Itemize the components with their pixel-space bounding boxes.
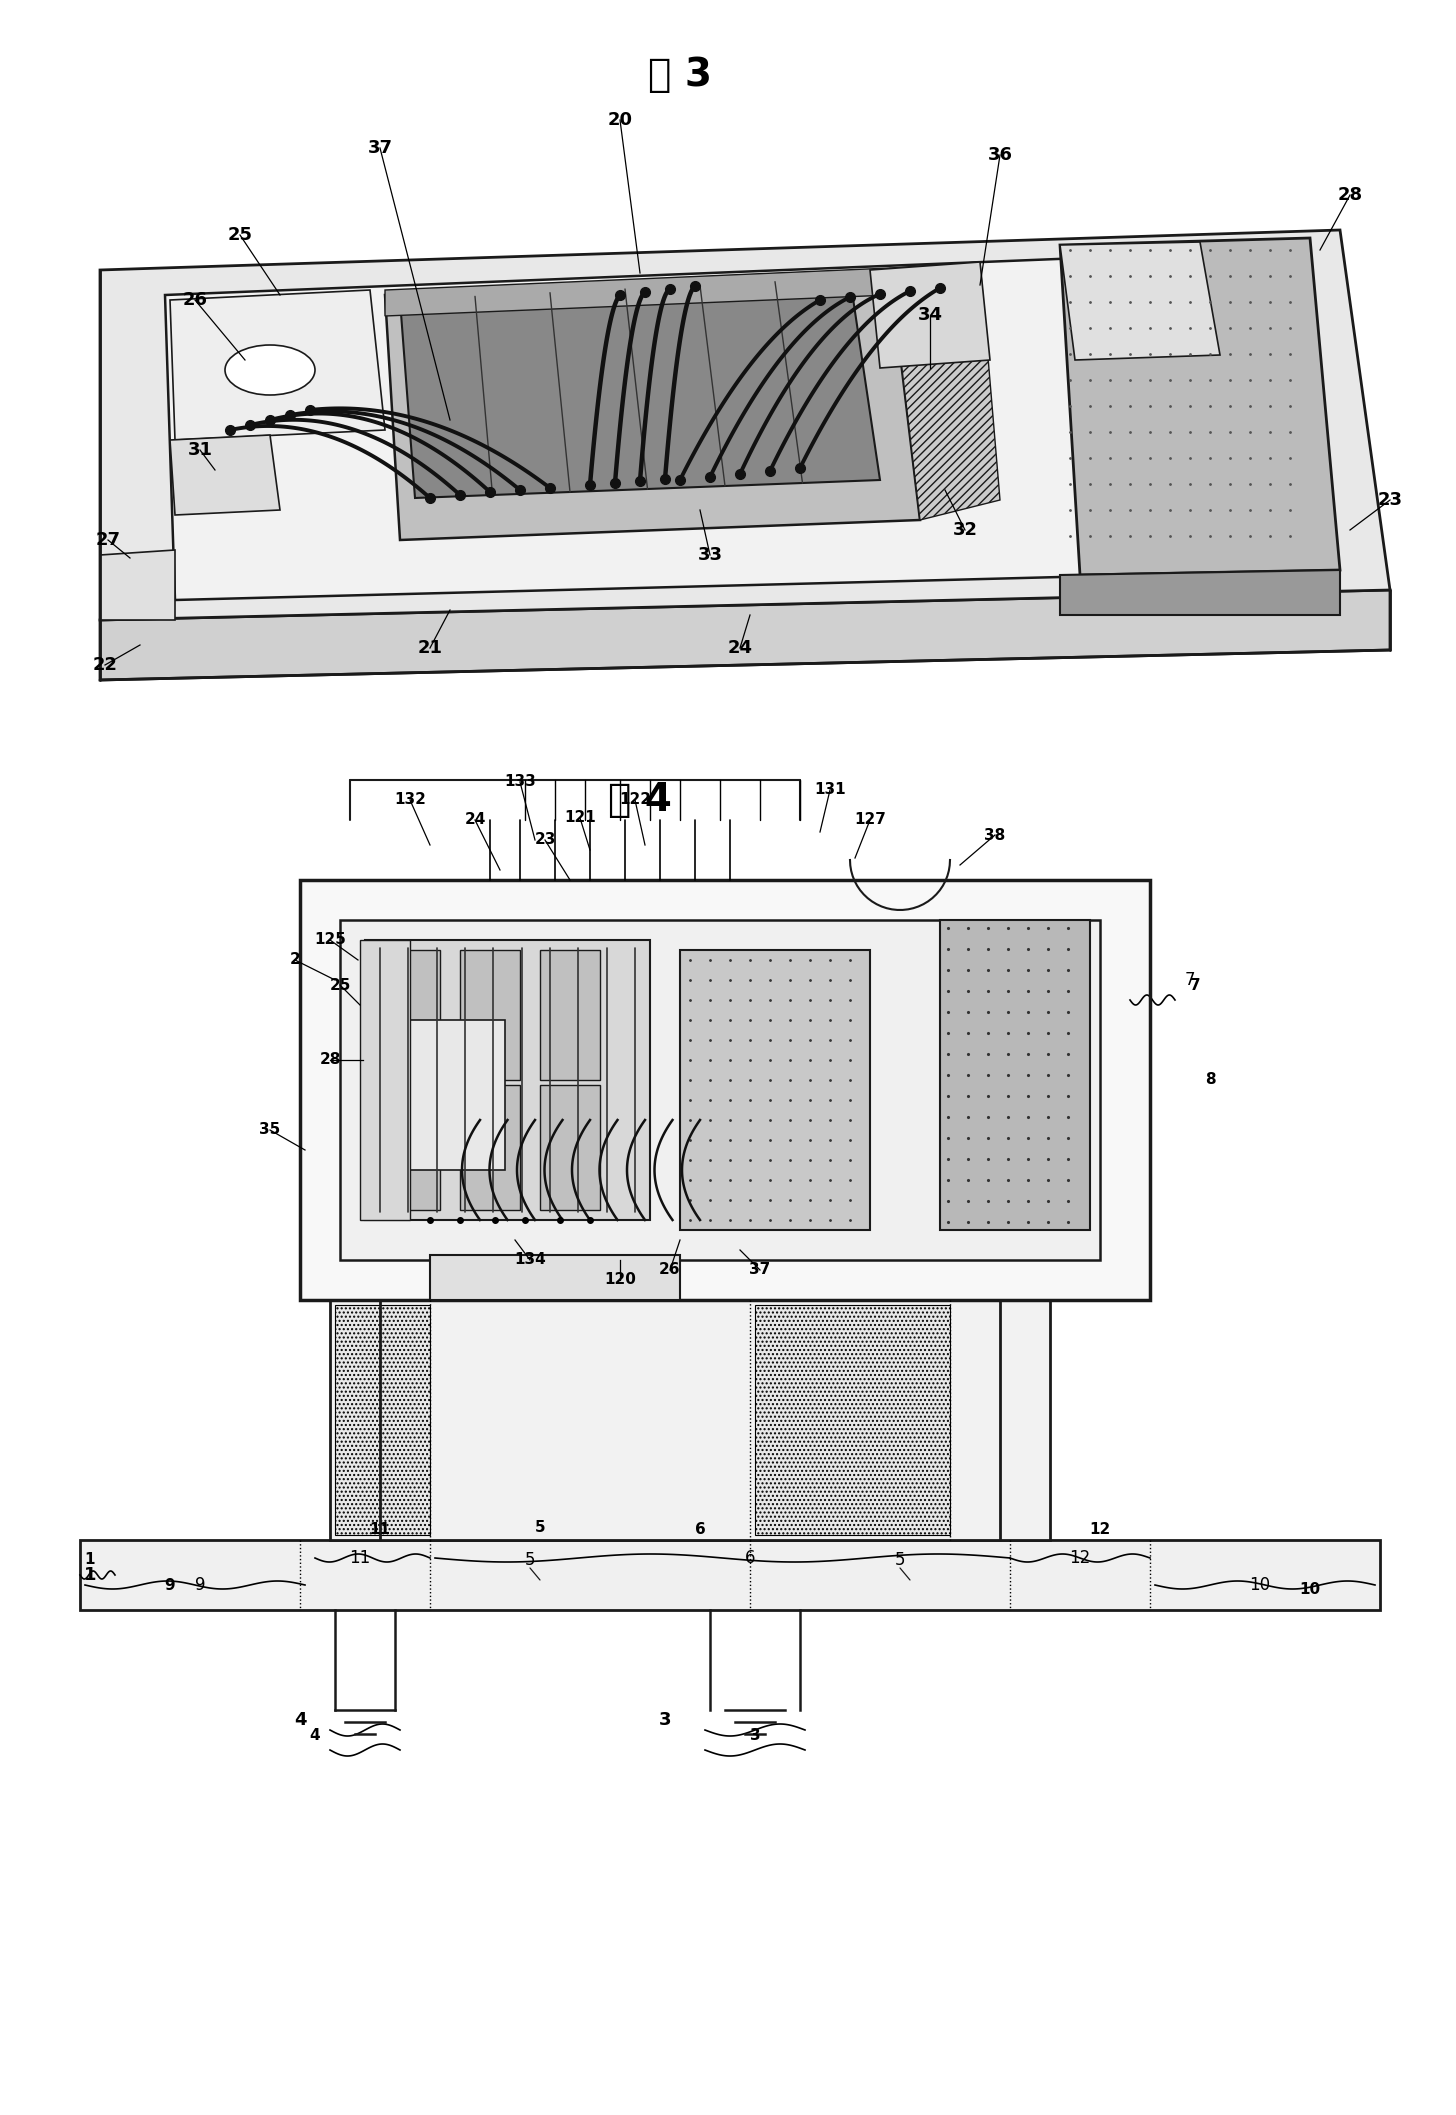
Ellipse shape [226, 345, 314, 396]
Text: 35: 35 [259, 1123, 281, 1138]
Text: 3: 3 [658, 1711, 671, 1728]
Text: 120: 120 [604, 1273, 636, 1288]
Text: 32: 32 [952, 520, 977, 539]
Bar [300, 880, 1150, 1301]
Text: 图 3: 图 3 [648, 55, 712, 93]
Text: 图 4: 图 4 [609, 780, 671, 819]
Text: 1: 1 [84, 1565, 96, 1584]
Polygon shape [1060, 571, 1340, 615]
Bar [540, 950, 600, 1081]
Text: 37: 37 [750, 1263, 770, 1277]
Polygon shape [100, 590, 1390, 681]
Text: 25: 25 [329, 977, 351, 992]
Bar [380, 950, 440, 1081]
Text: 11: 11 [349, 1548, 371, 1567]
Polygon shape [165, 250, 1329, 601]
Polygon shape [890, 262, 1000, 520]
Text: 20: 20 [607, 110, 632, 129]
Text: 25: 25 [227, 226, 252, 243]
Text: 24: 24 [464, 812, 486, 827]
Text: 38: 38 [984, 827, 1006, 842]
Text: 127: 127 [855, 812, 885, 827]
Text: 23: 23 [1377, 491, 1402, 510]
Text: 3: 3 [750, 1728, 760, 1743]
Text: 5: 5 [524, 1550, 536, 1569]
Text: 21: 21 [418, 639, 443, 658]
Bar [540, 1085, 600, 1210]
Text: 8: 8 [1204, 1072, 1216, 1087]
Bar [460, 1085, 520, 1210]
Text: 33: 33 [697, 546, 722, 565]
Text: 23: 23 [534, 833, 556, 848]
Text: 134: 134 [514, 1252, 546, 1267]
Text: 5: 5 [534, 1521, 546, 1535]
Bar [380, 1085, 440, 1210]
Text: 34: 34 [917, 307, 942, 324]
Bar [331, 1301, 1050, 1540]
Polygon shape [170, 436, 280, 514]
Text: 10: 10 [1249, 1576, 1271, 1595]
Bar [360, 939, 411, 1220]
Text: 7: 7 [1185, 971, 1195, 990]
Text: 11: 11 [370, 1523, 390, 1538]
Text: 22: 22 [93, 656, 118, 675]
Polygon shape [871, 262, 990, 368]
Polygon shape [170, 290, 384, 440]
Text: 132: 132 [395, 793, 427, 808]
Text: 6: 6 [745, 1548, 756, 1567]
Text: 9: 9 [195, 1576, 205, 1595]
Text: 12: 12 [1069, 1548, 1091, 1567]
Text: 7: 7 [1190, 977, 1200, 992]
Text: 2: 2 [290, 952, 300, 967]
Text: 125: 125 [314, 933, 347, 948]
Text: 4: 4 [310, 1728, 320, 1743]
Text: 4: 4 [294, 1711, 306, 1728]
Bar [365, 939, 649, 1220]
Text: 9: 9 [165, 1578, 175, 1593]
Bar [341, 920, 1099, 1261]
Text: 36: 36 [987, 146, 1012, 165]
Text: 10: 10 [1299, 1582, 1321, 1597]
Text: 31: 31 [188, 442, 213, 459]
Text: 1: 1 [84, 1552, 95, 1567]
Bar [460, 950, 520, 1081]
Polygon shape [100, 231, 1390, 620]
Text: 37: 37 [367, 140, 393, 157]
Polygon shape [1060, 239, 1340, 575]
Text: 24: 24 [728, 639, 753, 658]
Text: 26: 26 [182, 292, 208, 309]
Polygon shape [100, 550, 175, 620]
Bar [335, 1305, 430, 1535]
Text: 131: 131 [814, 783, 846, 797]
Polygon shape [1060, 241, 1220, 360]
Polygon shape [430, 1254, 680, 1301]
Polygon shape [384, 271, 920, 539]
Text: 121: 121 [563, 810, 596, 825]
Polygon shape [384, 269, 890, 315]
Bar [756, 1305, 949, 1535]
Bar [80, 1540, 1380, 1610]
Polygon shape [400, 277, 879, 497]
Text: 133: 133 [504, 774, 536, 789]
Bar [365, 1019, 505, 1170]
Text: 5: 5 [895, 1550, 906, 1569]
Text: 26: 26 [660, 1263, 681, 1277]
Text: 6: 6 [695, 1523, 705, 1538]
Text: 122: 122 [619, 793, 651, 808]
Bar [680, 950, 871, 1231]
Text: 12: 12 [1089, 1523, 1111, 1538]
Bar [941, 920, 1091, 1231]
Text: 27: 27 [96, 531, 121, 550]
Text: 28: 28 [319, 1053, 341, 1068]
Text: 28: 28 [1338, 186, 1363, 203]
